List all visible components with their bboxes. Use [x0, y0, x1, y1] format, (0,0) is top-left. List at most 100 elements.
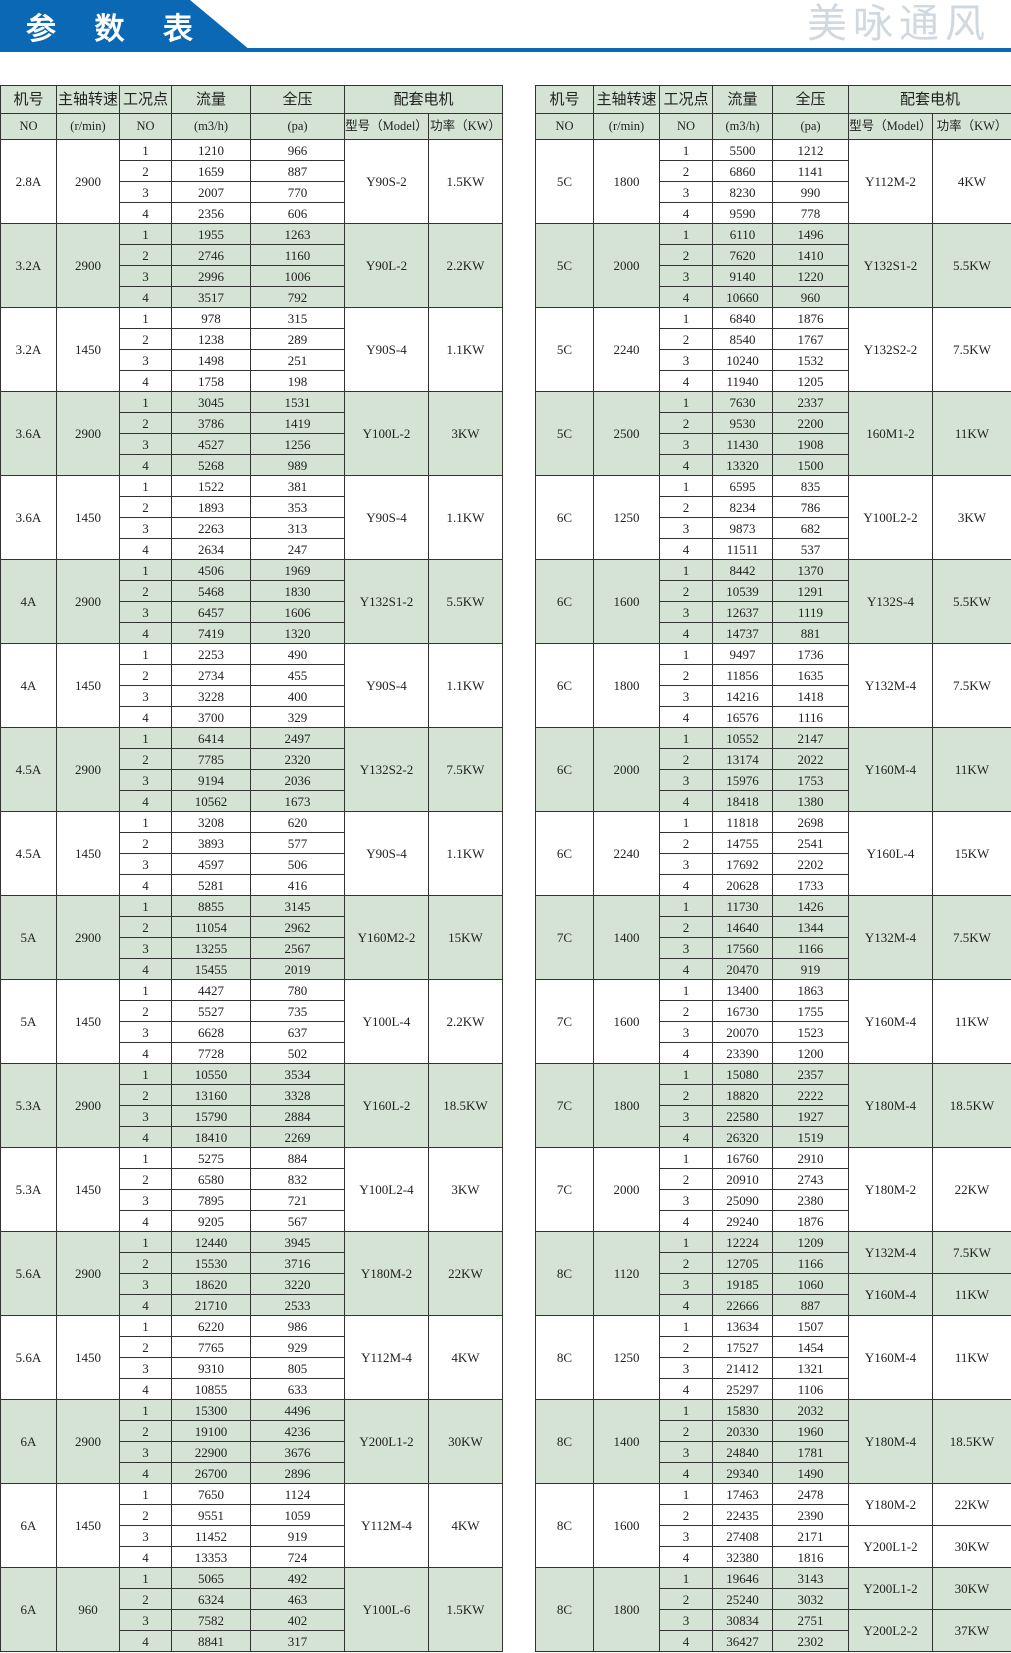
operating-point: 2: [659, 412, 713, 434]
motor-model: Y132M-4: [848, 643, 933, 728]
total-pressure: 1673: [250, 790, 345, 812]
motor-power: 2.2KW: [427, 979, 504, 1064]
table-row: 3 9194 2036: [1, 769, 503, 791]
flow-rate: 6220: [171, 1315, 251, 1337]
operating-point: 3: [119, 685, 172, 707]
operating-point: 2: [119, 748, 172, 770]
fan-model-no: 6C: [535, 811, 594, 896]
flow-rate: 10855: [171, 1378, 251, 1400]
table-row: 8C 1400 1 15830 2032 Y180M-4 18.5KW: [535, 1399, 1011, 1484]
spindle-speed: 2500: [593, 391, 660, 476]
operating-point: 1: [659, 307, 713, 329]
motor-power: 22KW: [931, 1483, 1011, 1526]
motor-power: 15KW: [427, 895, 504, 980]
table-row: 5.3A 1450 1 5275 884 Y100L2-4 3KW: [0, 1147, 504, 1232]
operating-point: 3: [119, 1189, 172, 1211]
total-pressure: 402: [250, 1609, 345, 1631]
fan-model-no: 6A: [0, 1399, 57, 1484]
spindle-speed: 2900: [56, 391, 120, 476]
operating-point: 4: [119, 1294, 172, 1316]
operating-point: 4: [119, 1042, 172, 1064]
table-row: 3 25090 2380: [536, 1189, 1011, 1211]
flow-rate: 15300: [171, 1399, 251, 1421]
operating-point: 2: [119, 328, 172, 350]
total-pressure: 1816: [772, 1546, 849, 1568]
operating-point: 1: [119, 475, 172, 497]
motor-power: 5.5KW: [931, 223, 1011, 308]
table-row: 7C 1800 1 15080 2357 Y180M-4 18.5KW: [535, 1063, 1011, 1148]
total-pressure: 2743: [772, 1168, 849, 1190]
spindle-speed: 2900: [56, 223, 120, 308]
total-pressure: 1410: [772, 244, 849, 266]
total-pressure: 1124: [250, 1483, 345, 1505]
table-row: 3 18620 3220: [1, 1273, 503, 1295]
operating-point: 3: [659, 517, 713, 539]
table-row: 3 22580 1927: [536, 1105, 1011, 1127]
flow-rate: 26700: [171, 1462, 251, 1484]
flow-rate: 17560: [712, 937, 773, 959]
flow-rate: 7728: [171, 1042, 251, 1064]
motor-model: Y90S-4: [344, 811, 429, 896]
motor-power: 30KW: [931, 1567, 1011, 1610]
operating-point: 1: [119, 1231, 172, 1253]
flow-rate: 4527: [171, 433, 251, 455]
table-row: 2 16730 1755: [536, 1000, 1011, 1022]
flow-rate: 1210: [171, 139, 251, 161]
operating-point: 1: [659, 1063, 713, 1085]
table-row: 3 24840 1781: [536, 1441, 1011, 1463]
motor-model: Y180M-4: [848, 1399, 933, 1484]
flow-rate: 10550: [171, 1063, 251, 1085]
table-row: 4 26320 1519: [536, 1126, 1011, 1148]
operating-point: 1: [119, 643, 172, 665]
header-pressure: 全压: [772, 85, 849, 114]
total-pressure: 1736: [772, 643, 849, 665]
header-motor-model: 型号（Model）: [848, 113, 933, 140]
motor-power: 5.5KW: [931, 559, 1011, 644]
header-fan-no: 机号: [0, 85, 57, 114]
flow-rate: 14216: [712, 685, 773, 707]
flow-rate: 21412: [712, 1357, 773, 1379]
operating-point: 2: [659, 1084, 713, 1106]
flow-rate: 25240: [712, 1588, 773, 1610]
flow-rate: 20910: [712, 1168, 773, 1190]
flow-rate: 6595: [712, 475, 773, 497]
table-row: 8C 1120 1 12224 1209 Y132M-4 7.5KW: [535, 1231, 1011, 1316]
header-pressure: 全压: [250, 85, 345, 114]
flow-rate: 6580: [171, 1168, 251, 1190]
total-pressure: 3145: [250, 895, 345, 917]
fan-model-no: 5.6A: [0, 1231, 57, 1316]
total-pressure: 329: [250, 706, 345, 728]
motor-model: Y200L2-2: [848, 1609, 933, 1652]
operating-point: 2: [119, 832, 172, 854]
flow-rate: 978: [171, 307, 251, 329]
fan-model-no: 5A: [0, 895, 57, 980]
operating-point: 1: [659, 895, 713, 917]
operating-point: 2: [119, 1420, 172, 1442]
table-row: 4 18410 2269: [1, 1126, 503, 1148]
spindle-speed: 1450: [56, 1315, 120, 1400]
motor-power: 11KW: [931, 1273, 1011, 1316]
operating-point: 2: [659, 328, 713, 350]
total-pressure: 835: [772, 475, 849, 497]
spindle-speed: 1400: [593, 1399, 660, 1484]
operating-point: 1: [119, 1483, 172, 1505]
table-row: 2 1659 887: [1, 160, 503, 182]
flow-rate: 9194: [171, 769, 251, 791]
operating-point: 3: [119, 181, 172, 203]
motor-power: 5.5KW: [427, 559, 504, 644]
total-pressure: 1116: [772, 706, 849, 728]
operating-point: 2: [659, 1336, 713, 1358]
flow-rate: 26320: [712, 1126, 773, 1148]
spindle-speed: 2000: [593, 727, 660, 812]
operating-point: 4: [659, 1042, 713, 1064]
flow-rate: 4597: [171, 853, 251, 875]
flow-rate: 3786: [171, 412, 251, 434]
title-underline: [0, 48, 1011, 52]
flow-rate: 2996: [171, 265, 251, 287]
motor-model: Y132S2-2: [344, 727, 429, 812]
flow-rate: 20470: [712, 958, 773, 980]
table-row: 3 2263 313: [1, 517, 503, 539]
operating-point: 2: [119, 244, 172, 266]
motor-model: Y160M-4: [848, 727, 933, 812]
operating-point: 4: [659, 538, 713, 560]
